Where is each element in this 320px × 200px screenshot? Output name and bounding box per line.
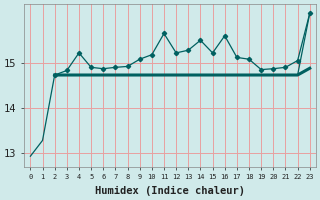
X-axis label: Humidex (Indice chaleur): Humidex (Indice chaleur) (95, 186, 245, 196)
